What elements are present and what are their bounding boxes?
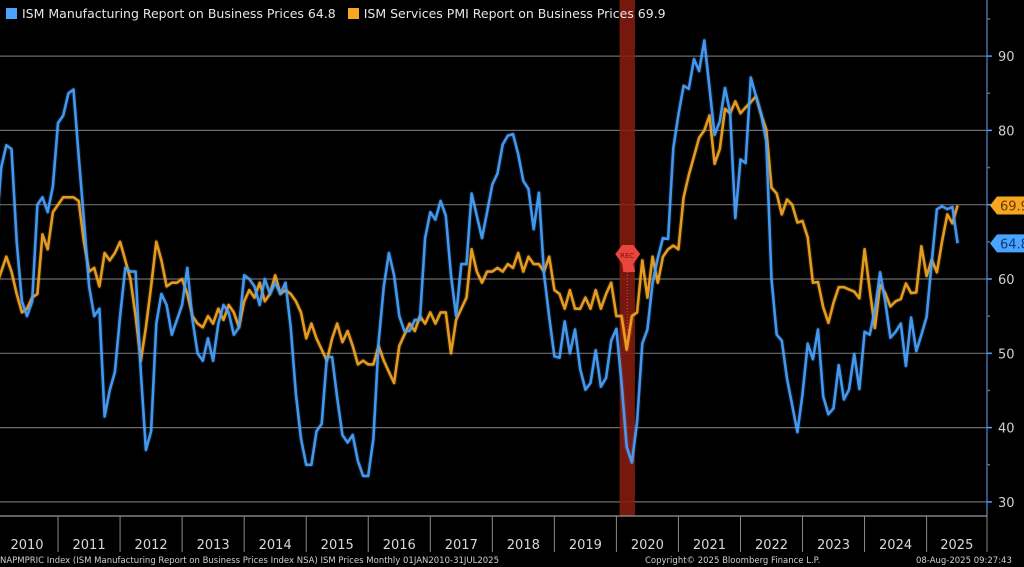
legend-item-manufacturing[interactable]: ISM Manufacturing Report on Business Pri…	[6, 6, 336, 21]
x-tick-label-2017: 2017	[445, 538, 478, 553]
services-last-value-badge	[990, 196, 1024, 215]
last-value-labels: 69.9 64.8	[990, 196, 1024, 253]
manufacturing-prices-line-glow	[0, 38, 961, 479]
x-tick-label-2010: 2010	[10, 538, 43, 553]
x-axis: 2010 2011 2012 2013 2014 2015 2016 2017 2018 2019…	[0, 515, 988, 553]
services-prices-line	[0, 94, 959, 385]
y-tick-label-60: 60	[998, 273, 1015, 288]
x-tick-label-2018: 2018	[507, 538, 540, 553]
x-tick-label-2021: 2021	[693, 538, 726, 553]
legend-swatch-blue-icon	[6, 8, 17, 19]
recession-band: REC	[615, 0, 641, 516]
services-last-value-label: 69.9	[1000, 199, 1024, 214]
y-tick-label-80: 80	[998, 124, 1015, 139]
legend: ISM Manufacturing Report on Business Pri…	[6, 6, 678, 21]
x-tick-label-2019: 2019	[569, 538, 602, 553]
x-tick-label-2022: 2022	[755, 538, 788, 553]
recession-label: REC	[620, 252, 634, 260]
y-tick-label-30: 30	[998, 496, 1015, 511]
x-tick-label-2016: 2016	[383, 538, 416, 553]
y-tick-label-40: 40	[998, 422, 1015, 437]
manufacturing-last-value-badge	[990, 234, 1024, 253]
footer-copyright: Copyright© 2025 Bloomberg Finance L.P.	[645, 556, 821, 566]
x-tick-label-2023: 2023	[817, 538, 850, 553]
x-tick-label-2020: 2020	[631, 538, 664, 553]
recession-marker-icon	[615, 245, 641, 272]
legend-label-manufacturing: ISM Manufacturing Report on Business Pri…	[22, 6, 336, 21]
legend-label-services: ISM Services PMI Report on Business Pric…	[363, 6, 666, 21]
y-tick-label-90: 90	[998, 50, 1015, 65]
services-prices-line-glow	[0, 93, 961, 386]
x-tick-label-2024: 2024	[879, 538, 912, 553]
footer-timestamp: 08-Aug-2025 09:27:43	[916, 556, 1012, 566]
manufacturing-last-value-label: 64.8	[1000, 237, 1024, 252]
x-tick-label-2012: 2012	[135, 538, 168, 553]
manufacturing-prices-line	[0, 39, 959, 478]
x-tick-label-2015: 2015	[321, 538, 354, 553]
x-tick-label-2011: 2011	[73, 538, 106, 553]
series-lines	[0, 38, 961, 479]
y-tick-label-50: 50	[998, 347, 1015, 362]
legend-item-services[interactable]: ISM Services PMI Report on Business Pric…	[347, 6, 666, 21]
footer-source: NAPMPRIC Index (ISM Manufacturing Report…	[0, 556, 499, 566]
x-tick-label-2013: 2013	[197, 538, 230, 553]
x-tick-label-2025: 2025	[940, 538, 973, 553]
x-tick-label-2014: 2014	[259, 538, 292, 553]
legend-swatch-orange-icon	[347, 8, 359, 19]
